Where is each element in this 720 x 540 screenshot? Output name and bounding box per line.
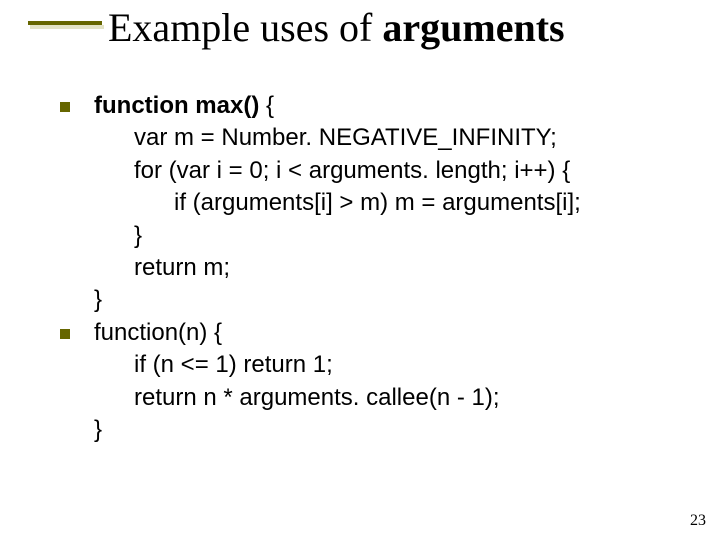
code1-l3: for (var i = 0; i < arguments. length; i…	[94, 157, 570, 184]
title-rule	[28, 21, 102, 25]
code-block-2: function(n) { if (n <= 1) return 1; retu…	[94, 317, 500, 447]
bullet-icon	[60, 102, 70, 112]
code1-l5: }	[94, 222, 142, 249]
bullet-item-2: function(n) { if (n <= 1) return 1; retu…	[60, 317, 690, 447]
code1-l2: var m = Number. NEGATIVE_INFINITY;	[94, 124, 557, 151]
code2-l2: if (n <= 1) return 1;	[94, 351, 333, 378]
slide: Example uses of arguments function max()…	[0, 0, 720, 540]
code1-l7: }	[94, 286, 102, 313]
title-text-plain: Example uses of	[108, 5, 382, 50]
code1-l4: if (arguments[i] > m) m = arguments[i];	[94, 189, 581, 216]
page-number: 23	[690, 512, 706, 530]
code1-l6: return m;	[94, 254, 230, 281]
code1-l1a: function max()	[94, 92, 259, 119]
code1-l1b: {	[259, 92, 274, 119]
bullet-icon	[60, 329, 70, 339]
title-text-bold: arguments	[382, 5, 564, 50]
code2-l1: function(n) {	[94, 319, 222, 346]
title-rule-shadow	[30, 25, 104, 29]
bullet-item-1: function max() { var m = Number. NEGATIV…	[60, 90, 690, 317]
code2-l3: return n * arguments. callee(n - 1);	[94, 384, 500, 411]
slide-title: Example uses of arguments	[108, 4, 565, 51]
code-block-1: function max() { var m = Number. NEGATIV…	[94, 90, 581, 317]
slide-body: function max() { var m = Number. NEGATIV…	[60, 90, 690, 446]
code2-l4: }	[94, 416, 102, 443]
